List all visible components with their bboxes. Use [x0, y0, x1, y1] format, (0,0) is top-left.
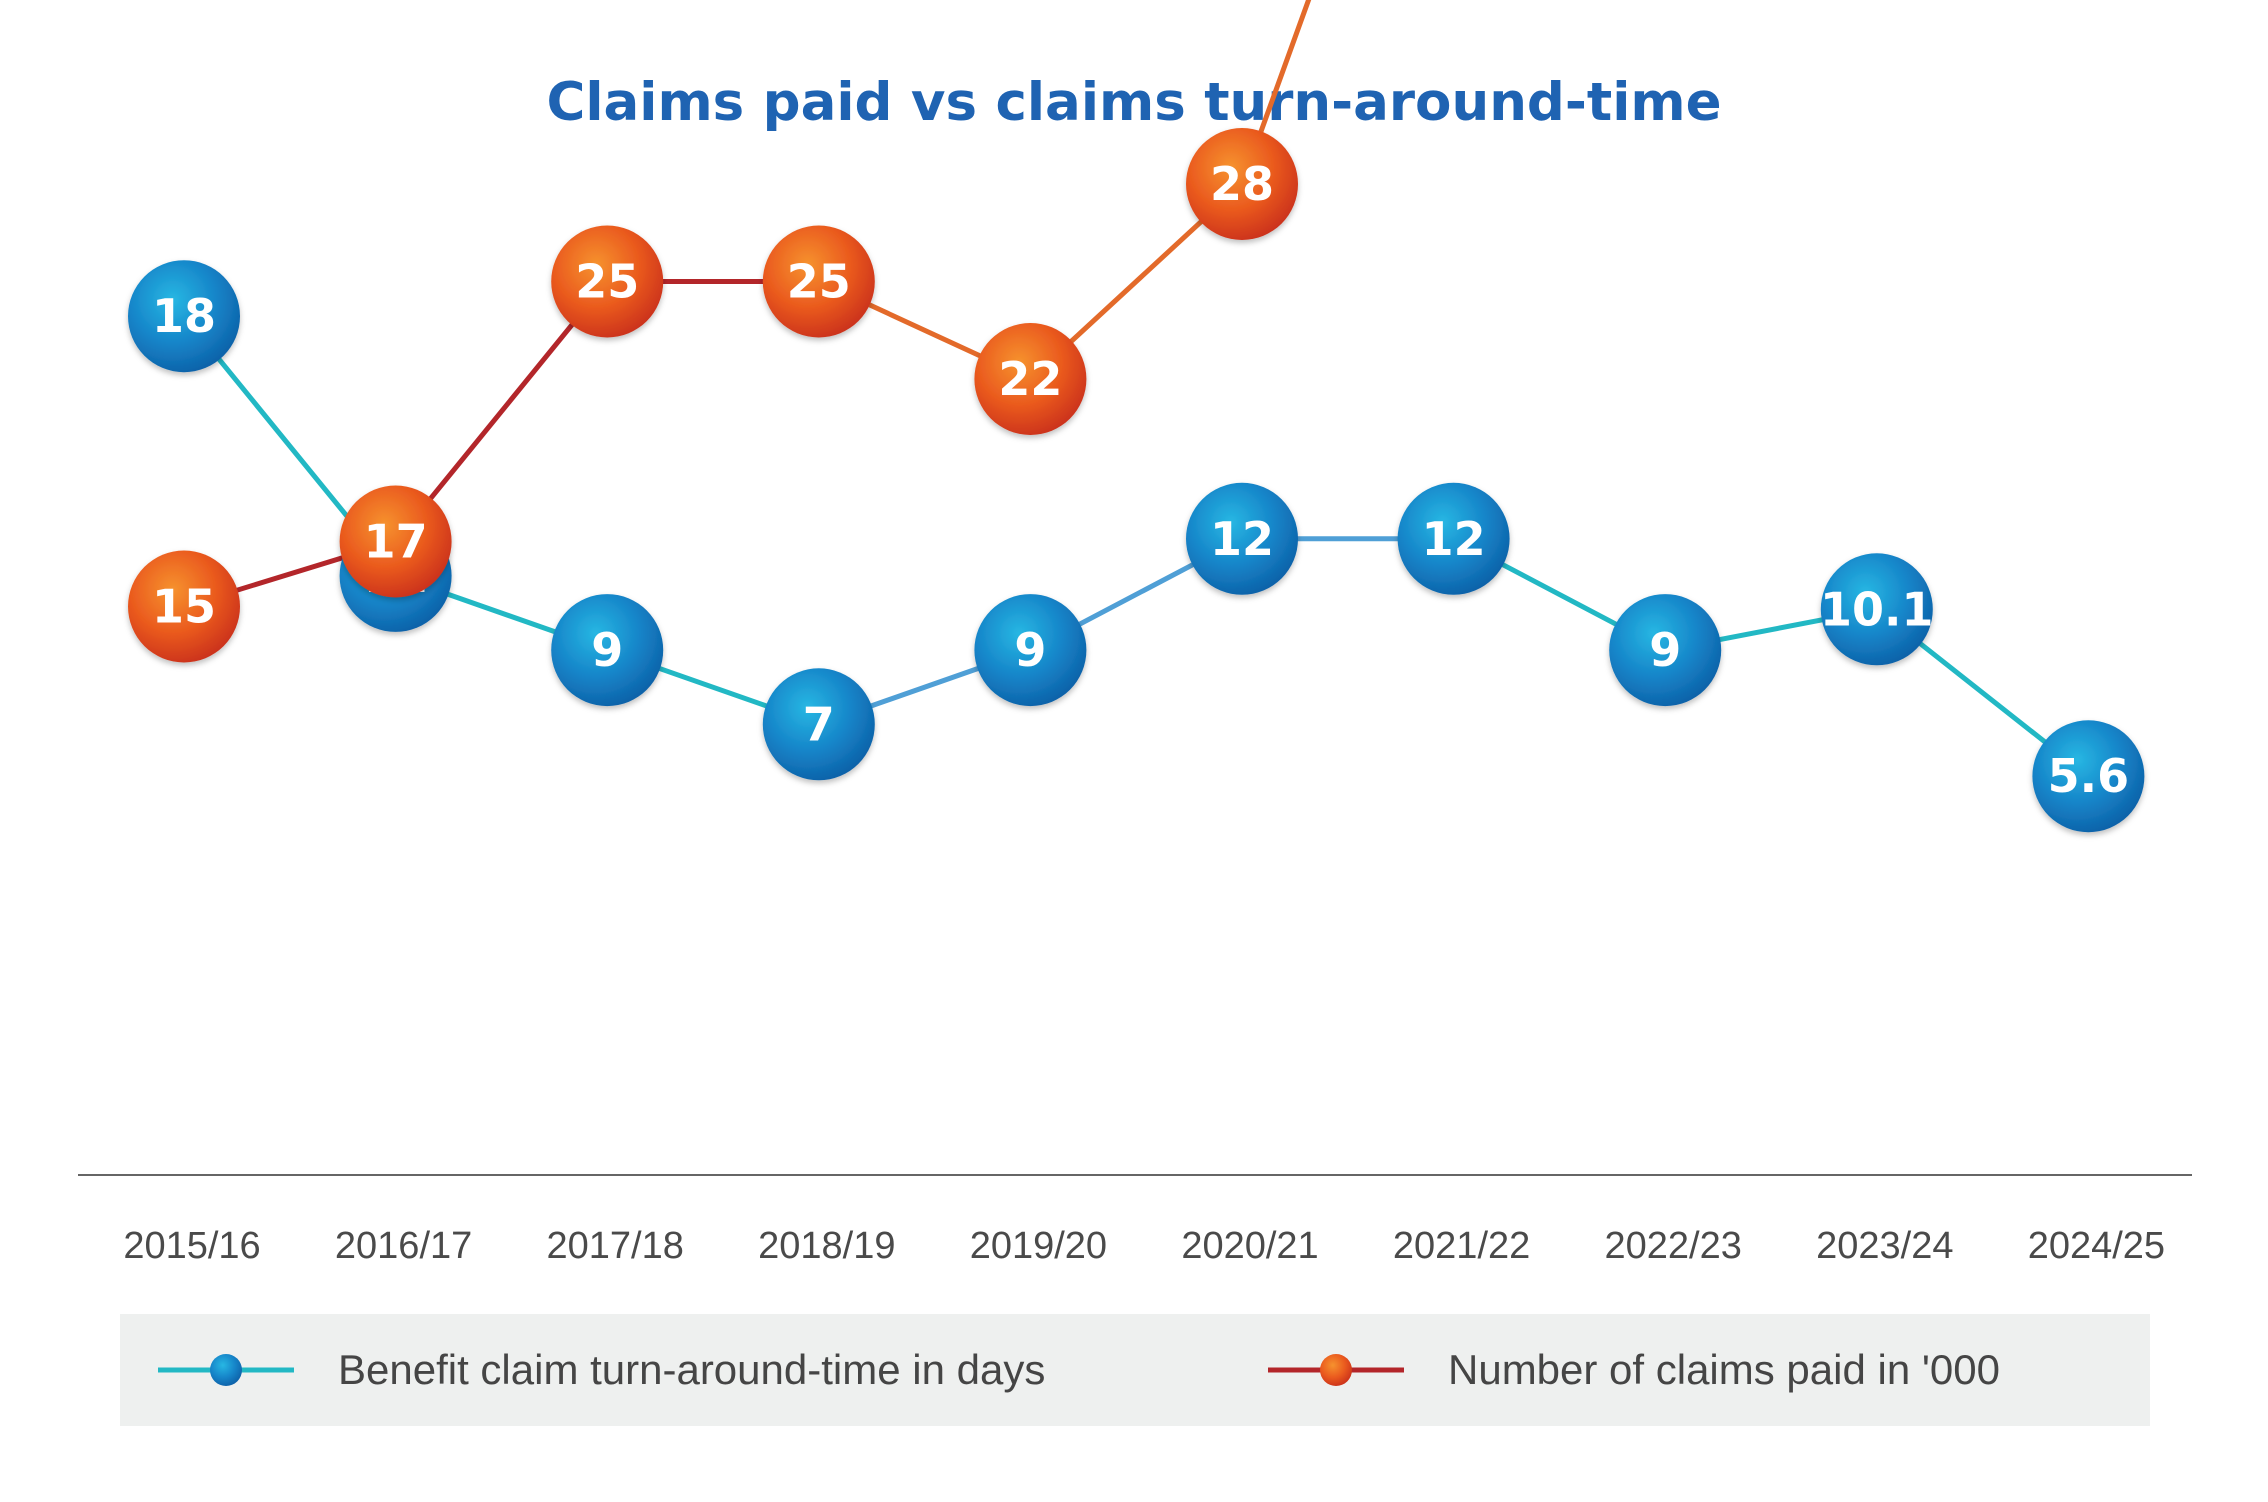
- claims-paid-data-point: 17: [339, 485, 452, 598]
- x-tick-label: 2022/23: [1605, 1225, 1742, 1267]
- legend-label-turnaround: Benefit claim turn-around-time in days: [338, 1346, 1046, 1393]
- legend-swatch-claims-paid: [1268, 1354, 1404, 1386]
- claims-paid-data-label: 15: [152, 580, 216, 634]
- claims-paid-data-label: 28: [1210, 157, 1274, 211]
- legend-swatch-turnaround: [158, 1354, 294, 1386]
- claims-paid-line-segment: [1239, 0, 1312, 187]
- turnaround-data-point: 12: [1186, 482, 1298, 595]
- x-tick-label: 2015/16: [123, 1225, 260, 1267]
- turnaround-data-point: 7: [762, 668, 875, 781]
- claims-paid-data-point: 15: [128, 550, 240, 663]
- claims-paid-data-label: 25: [575, 255, 639, 309]
- turnaround-data-label: 9: [1649, 623, 1681, 677]
- turnaround-data-label: 9: [1014, 623, 1046, 677]
- x-tick-label: 2021/22: [1393, 1225, 1530, 1267]
- line-chart: 2015/16 2016/17 2017/18 2018/19 2019/20 2020/…: [78, 0, 2192, 1267]
- turnaround-data-label: 12: [1422, 512, 1486, 566]
- claims-paid-data-label: 17: [364, 515, 428, 569]
- x-tick-label: 2016/17: [335, 1225, 472, 1267]
- turnaround-data-point: 9: [1609, 594, 1722, 707]
- turnaround-marker: [1397, 482, 1510, 595]
- turnaround-data-point: 10.1: [1820, 553, 1934, 666]
- turnaround-marker: [1820, 553, 1933, 666]
- turnaround-marker: [974, 594, 1087, 707]
- claims-paid-data-point: 25: [551, 225, 664, 338]
- turnaround-marker: [1186, 482, 1298, 595]
- claims-paid-marker: [551, 225, 664, 338]
- x-tick-label: 2019/20: [970, 1225, 1107, 1267]
- turnaround-marker: [1609, 594, 1722, 707]
- turnaround-data-label: 7: [803, 697, 835, 751]
- x-tick-label: 2020/21: [1181, 1225, 1318, 1267]
- turnaround-data-label: 9: [591, 623, 623, 677]
- legend-item-turnaround: Benefit claim turn-around-time in days: [158, 1314, 1045, 1426]
- turnaround-data-point: 5.6: [2032, 720, 2145, 833]
- x-tick-label: 2017/18: [547, 1225, 684, 1267]
- claims-paid-marker: [1186, 128, 1298, 240]
- turnaround-data-label: 12: [1210, 512, 1274, 566]
- turnaround-data-point: 9: [551, 594, 664, 707]
- claims-paid-marker: [974, 323, 1087, 435]
- x-tick-label: 2018/19: [758, 1225, 895, 1267]
- claims-paid-data-point: 22: [974, 323, 1087, 435]
- legend-label-claims-paid: Number of claims paid in '000: [1448, 1346, 2000, 1393]
- claims-paid-data-label: 25: [787, 255, 851, 309]
- turnaround-marker: [762, 668, 875, 781]
- x-tick-label: 2023/24: [1816, 1225, 1953, 1267]
- chart-title: Claims paid vs claims turn-around-time: [546, 72, 1722, 133]
- claims-paid-marker: [762, 225, 875, 338]
- claims-paid-data-point: 25: [762, 225, 875, 338]
- claims-paid-data-label: 22: [998, 352, 1062, 406]
- turnaround-marker: [551, 594, 664, 707]
- turnaround-data-point: 9: [974, 594, 1087, 707]
- turnaround-data-point: 18: [128, 260, 240, 373]
- claims-paid-marker: [339, 485, 452, 598]
- claims-paid-data-point: 28: [1186, 128, 1298, 240]
- turnaround-data-label: 18: [152, 289, 216, 343]
- legend: Benefit claim turn-around-time in days N…: [120, 1314, 2150, 1426]
- turnaround-marker: [2032, 720, 2145, 833]
- turnaround-data-label: 10.1: [1820, 582, 1934, 636]
- legend-item-claims-paid: Number of claims paid in '000: [1268, 1314, 2000, 1426]
- turnaround-data-point: 12: [1397, 482, 1510, 595]
- x-tick-label: 2024/25: [2028, 1225, 2165, 1267]
- turnaround-data-label: 5.6: [2048, 749, 2130, 803]
- turnaround-marker: [128, 260, 240, 373]
- claims-paid-marker: [128, 550, 240, 663]
